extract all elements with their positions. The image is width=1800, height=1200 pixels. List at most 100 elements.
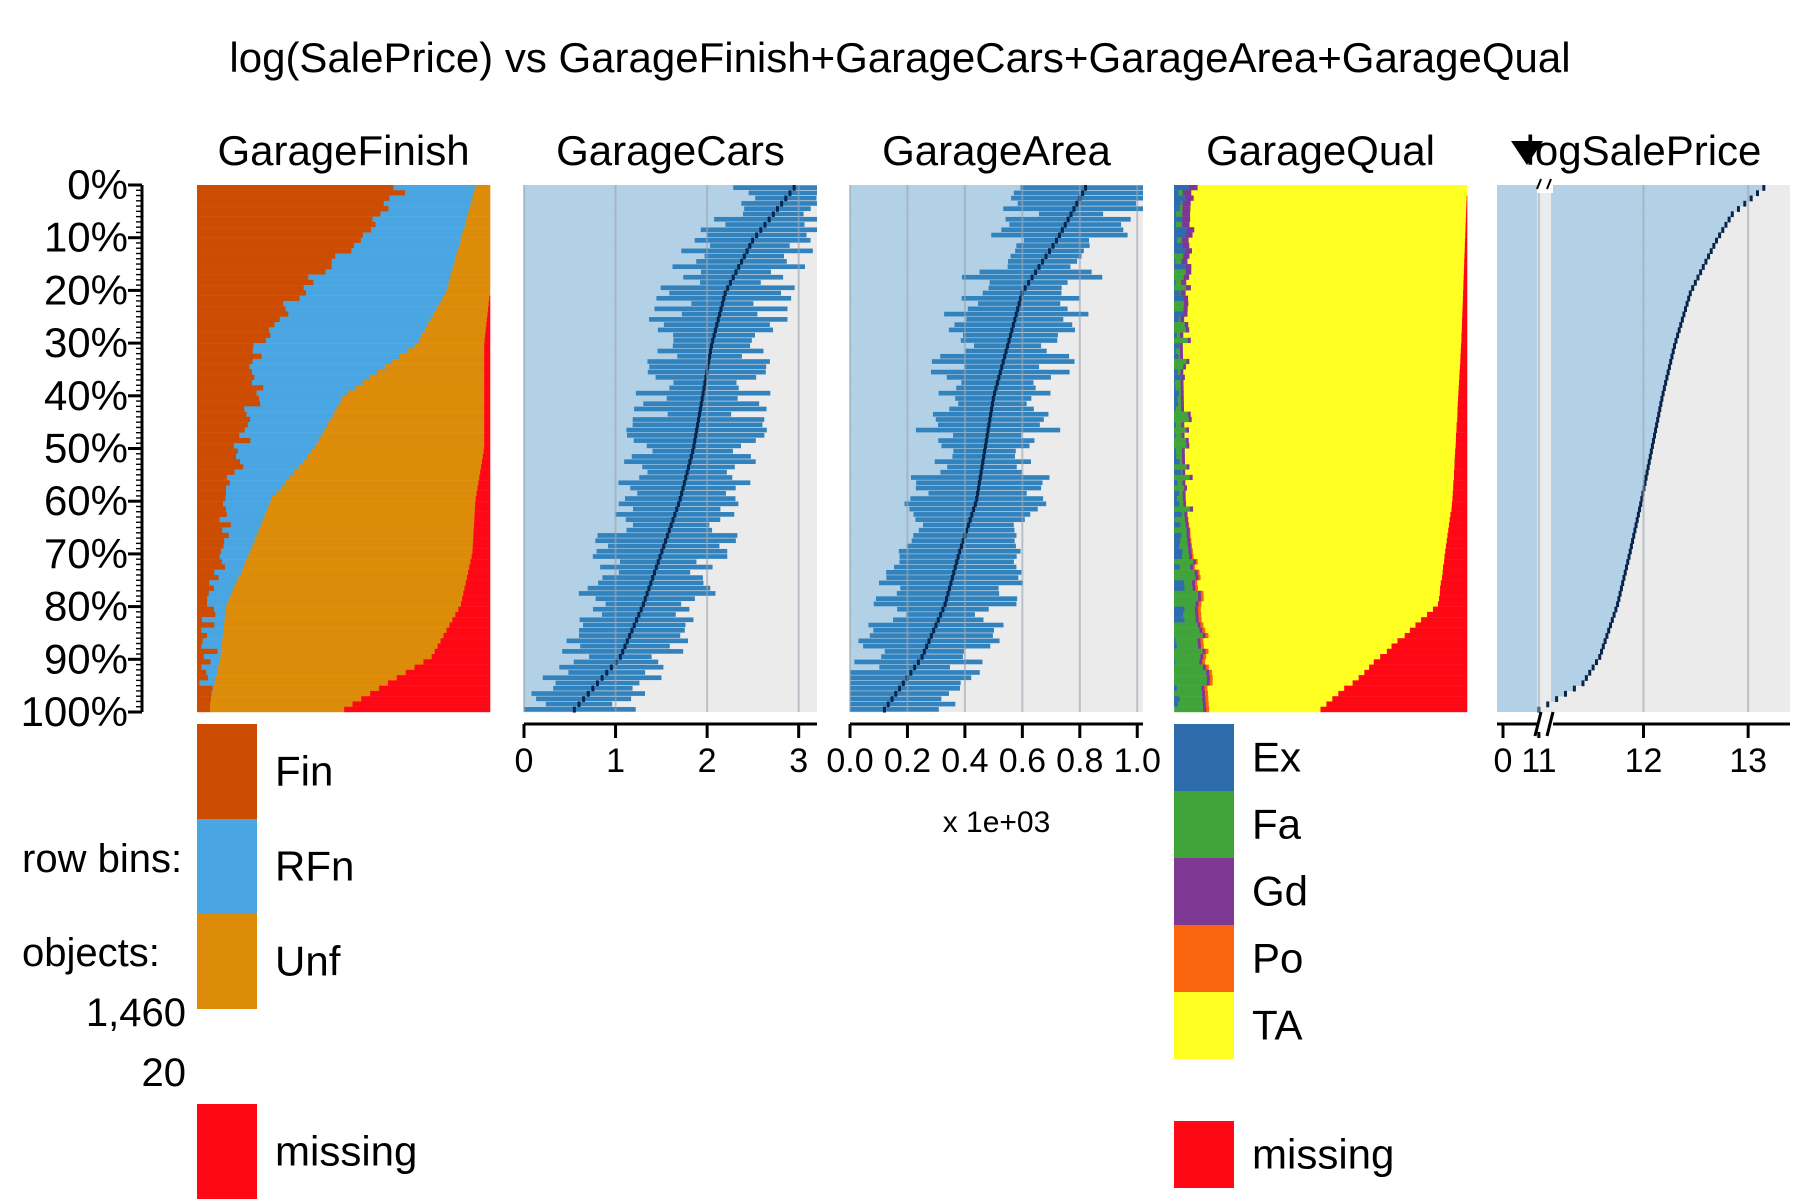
bin-garagefinish-unf <box>318 437 485 444</box>
bin-mean-tick <box>1057 232 1061 239</box>
bin-garagequal-ta <box>1200 574 1443 581</box>
bin-band <box>524 242 750 249</box>
row-axis-label: 0% <box>67 161 128 208</box>
bin-garagequal-missing <box>1391 643 1468 649</box>
bin-mean-tick <box>684 474 688 481</box>
bin-garagequal-ta <box>1207 690 1339 697</box>
bin-mean-tick <box>984 437 988 444</box>
bin-garagefinish-rfn <box>206 669 218 676</box>
bin-garagequal-ta <box>1183 385 1459 391</box>
bin-mean-tick <box>701 390 705 397</box>
bin-garagequal-po <box>1189 527 1191 534</box>
bin-garagequal-fa <box>1184 580 1193 586</box>
bin-garagefinish-fin <box>197 232 364 238</box>
bin-band <box>850 469 982 476</box>
bin-garagequal-gd <box>1184 322 1189 328</box>
bin-band <box>1551 242 1714 249</box>
bin-garagefinish-unf <box>324 427 485 433</box>
bin-band <box>850 269 1036 275</box>
x-axis-label: 0.6 <box>999 742 1046 780</box>
bin-garagequal-po <box>1200 638 1204 644</box>
bin-band <box>1551 490 1643 497</box>
bin-garagequal-missing <box>1459 374 1468 381</box>
bin-band <box>1551 448 1652 454</box>
bin-garagefinish-unf <box>218 664 415 671</box>
bin-band <box>524 480 685 486</box>
bin-mean-tick <box>1674 337 1678 344</box>
bin-garagequal-ta <box>1185 480 1454 486</box>
bin-mean-tick <box>1743 200 1747 207</box>
bin-garagequal-po <box>1198 611 1202 618</box>
bin-mean-tick <box>1019 295 1023 302</box>
bin-band <box>850 358 1004 365</box>
bin-garagefinish-missing <box>460 601 491 607</box>
bin-mean-tick <box>759 227 763 233</box>
bin-band <box>850 242 1053 249</box>
bin-band <box>850 306 1018 312</box>
bin-garagequal-ex <box>1174 553 1183 560</box>
bin-garagequal-gd <box>1183 300 1189 307</box>
bin-mean-tick <box>1687 295 1691 302</box>
bin-mean-tick <box>630 627 634 634</box>
bin-garagequal-fa <box>1174 253 1184 259</box>
bin-garagequal-ex <box>1174 617 1185 623</box>
bin-garagequal-fa <box>1175 385 1181 391</box>
bin-band <box>1551 221 1726 228</box>
bin-garagefinish-unf <box>245 559 471 565</box>
bin-garagequal-missing <box>1458 395 1468 402</box>
bin-mean-tick <box>609 664 613 671</box>
bin-garagequal-gd <box>1183 311 1188 317</box>
bin-garagequal-ex <box>1174 701 1179 707</box>
bin-garagefinish-fin <box>197 585 215 591</box>
bin-garagequal-ex <box>1174 348 1176 354</box>
legend-label-gd: Gd <box>1252 868 1308 915</box>
bin-band <box>850 185 1086 191</box>
bin-band <box>524 322 717 328</box>
bin-band <box>850 379 998 386</box>
bin-band <box>1551 411 1659 418</box>
bin-garagequal-gd <box>1197 643 1202 649</box>
bin-garagequal-ta <box>1203 622 1416 628</box>
legend-label-rfn: RFn <box>275 843 354 890</box>
bin-garagequal-gd <box>1182 490 1186 497</box>
bin-garagefinish-fin <box>197 474 228 481</box>
bin-mean-tick <box>1014 311 1018 318</box>
bin-garagefinish-rfn <box>325 269 452 275</box>
bin-garagequal-ex <box>1174 279 1176 286</box>
bin-band <box>850 611 941 618</box>
bin-garagequal-missing <box>1451 506 1468 512</box>
bin-mean-tick <box>775 206 779 212</box>
bin-garagequal-fa <box>1174 274 1185 281</box>
bin-mean-tick <box>1610 617 1614 623</box>
bin-mean-tick <box>1707 253 1711 260</box>
bin-garagequal-ta <box>1183 395 1459 402</box>
bin-band <box>1551 622 1611 628</box>
bin-garagequal-gd <box>1180 395 1185 402</box>
bin-garagequal-fa <box>1174 664 1204 671</box>
bin-garagequal-missing <box>1409 627 1468 634</box>
bin-garagequal-missing <box>1464 253 1468 259</box>
bin-mean-tick <box>711 337 715 344</box>
bin-garagequal-ex <box>1174 206 1181 212</box>
bin-band <box>1551 474 1647 481</box>
bin-garagefinish-unf <box>421 332 486 339</box>
bin-band <box>1551 585 1622 591</box>
bin-garagefinish-fin <box>197 427 246 433</box>
bin-mean-tick <box>681 485 685 492</box>
bin-band <box>1551 374 1667 381</box>
bin-garagequal-gd <box>1181 453 1186 460</box>
bin-mean-tick <box>763 221 767 228</box>
bin-garagefinish-missing <box>434 648 491 655</box>
bin-garagequal-ex <box>1174 258 1176 265</box>
bin-band <box>524 395 703 402</box>
bin-mean-tick <box>595 680 599 687</box>
bin-mean-tick <box>1614 606 1618 613</box>
bin-garagequal-fa <box>1174 327 1187 333</box>
bin-band <box>524 659 616 665</box>
bin-mean-tick <box>920 654 924 660</box>
bin-mean-tick <box>693 437 697 444</box>
bin-garagequal-po <box>1205 690 1209 697</box>
x-axis-label: 0.2 <box>884 742 931 780</box>
bin-sd-bar <box>850 680 961 686</box>
bin-garagefinish-unf <box>210 701 353 707</box>
